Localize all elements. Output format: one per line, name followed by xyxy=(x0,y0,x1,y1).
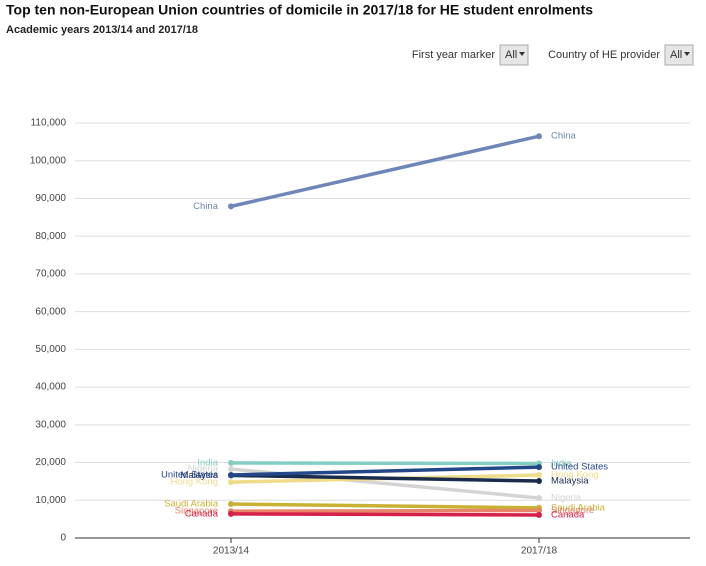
dropdown-arrow xyxy=(519,52,525,56)
point-label: China xyxy=(551,131,577,142)
y-tick-label: 90,000 xyxy=(35,193,66,204)
point xyxy=(536,495,542,502)
series-line xyxy=(230,508,540,513)
point xyxy=(228,203,234,210)
y-tick-label: 40,000 xyxy=(35,382,66,393)
point xyxy=(536,464,542,471)
dropdown-arrow xyxy=(684,52,690,56)
point-label: Hong Kong xyxy=(170,477,218,488)
point-label: United States xyxy=(161,470,218,481)
y-tick-label: 100,000 xyxy=(30,155,67,166)
y-tick-label: 60,000 xyxy=(35,306,66,317)
dropdown-box[interactable] xyxy=(664,44,694,66)
series-line xyxy=(230,465,540,477)
point-label: India xyxy=(551,458,572,469)
point xyxy=(536,133,542,140)
point-label: Nigeria xyxy=(551,493,582,504)
series-line xyxy=(230,461,540,466)
control-label: Country of HE provider xyxy=(548,49,660,61)
point-label: Canada xyxy=(185,508,219,519)
point xyxy=(536,478,542,485)
point xyxy=(536,507,542,514)
point xyxy=(228,459,234,466)
chart-title: Top ten non-European Union countries of … xyxy=(6,2,593,18)
point-label: Malaysia xyxy=(181,470,219,481)
dropdown[interactable]: All xyxy=(664,44,694,66)
y-tick-label: 30,000 xyxy=(35,419,66,430)
point-label: Singapore xyxy=(551,505,594,516)
point-label: Hong Kong xyxy=(551,470,599,481)
dropdown[interactable]: All xyxy=(499,44,529,66)
point xyxy=(228,471,234,478)
point-label: Malaysia xyxy=(551,476,589,487)
dropdown-box[interactable] xyxy=(499,44,529,66)
point xyxy=(228,465,234,472)
series-line xyxy=(230,473,540,483)
y-tick-label: 80,000 xyxy=(35,231,66,242)
y-tick-label: 10,000 xyxy=(35,495,66,506)
point-label: United States xyxy=(551,462,608,473)
point xyxy=(228,510,234,517)
point-label: China xyxy=(193,201,219,212)
y-tick-label: 70,000 xyxy=(35,269,66,280)
point-label: Canada xyxy=(551,510,585,521)
dropdown-value[interactable]: All xyxy=(505,49,517,61)
dropdown-value[interactable]: All xyxy=(670,49,682,61)
series-line xyxy=(230,134,540,209)
control-label: First year marker xyxy=(412,49,495,61)
y-tick-label: 110,000 xyxy=(31,118,67,129)
point xyxy=(228,479,234,486)
y-tick-label: 0 xyxy=(60,533,66,544)
point-label: Saudi Arabia xyxy=(551,502,606,513)
series-line xyxy=(230,502,540,510)
point-label: India xyxy=(197,457,218,468)
y-tick-label: 50,000 xyxy=(35,344,66,355)
point-label: Nigeria xyxy=(188,463,219,474)
point xyxy=(228,501,234,508)
point-label: Saudi Arabia xyxy=(164,499,219,510)
x-tick-label: 2017/18 xyxy=(521,546,558,557)
point xyxy=(536,511,542,518)
x-tick-label: 2013/14 xyxy=(213,546,250,557)
point-label: Singapore xyxy=(175,506,218,517)
chart-subtitle: Academic years 2013/14 and 2017/18 xyxy=(6,24,198,36)
series-line xyxy=(230,512,540,517)
point xyxy=(536,471,542,478)
y-tick-label: 20,000 xyxy=(35,457,66,468)
